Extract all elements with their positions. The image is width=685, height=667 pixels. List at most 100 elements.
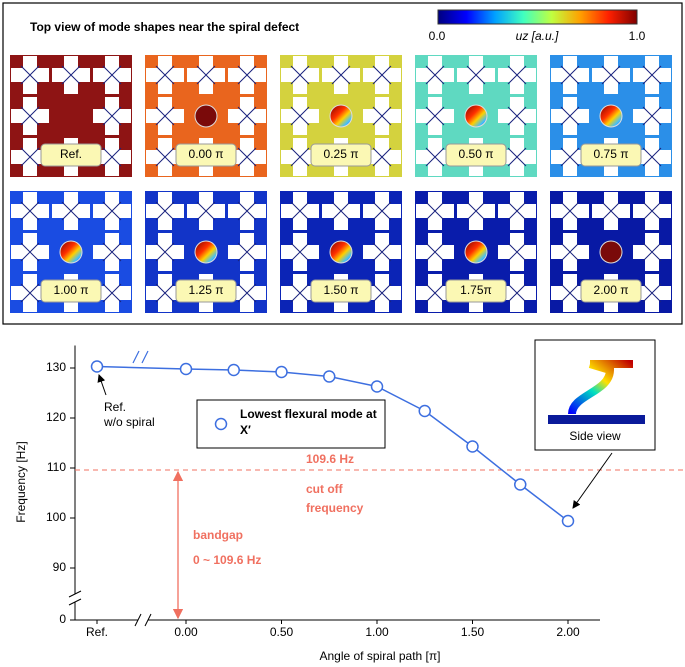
tile-label-box bbox=[40, 143, 102, 167]
panel-title: Top view of mode shapes near the spiral … bbox=[30, 20, 299, 34]
colorbar bbox=[437, 9, 638, 25]
bandgap-note: bandgap bbox=[193, 528, 243, 542]
panel-frame bbox=[2, 2, 683, 325]
tile-label: 0.50 π bbox=[459, 147, 494, 161]
unit-cell-beam bbox=[642, 147, 662, 167]
unit-cell-beam bbox=[372, 242, 392, 262]
unit-cell-beam bbox=[372, 283, 392, 303]
unit-cell-beam bbox=[155, 242, 175, 262]
x-tick-label: 0.50 bbox=[270, 625, 294, 639]
cutoff-note: frequency bbox=[306, 501, 364, 515]
spiral-defect bbox=[194, 240, 218, 264]
tile-label-box bbox=[40, 279, 102, 303]
unit-cell-beam bbox=[290, 201, 310, 221]
cutoff-note: cut off bbox=[306, 482, 344, 496]
legend-label-box: Lowest flexural mode at X′ bbox=[240, 407, 377, 437]
tile-label: 0.75 π bbox=[594, 147, 629, 161]
data-point bbox=[179, 362, 193, 376]
y-tick-label: 100 bbox=[46, 510, 66, 524]
unit-cell-beam bbox=[425, 201, 445, 221]
unit-cell-beam bbox=[560, 283, 580, 303]
y-tick-label: 110 bbox=[47, 460, 66, 474]
unit-cell-beam bbox=[372, 201, 392, 221]
reference-label: 109.6 Hz bbox=[306, 452, 354, 466]
colorbar-min: 0.0 bbox=[429, 29, 446, 43]
unit-cell-beam bbox=[642, 283, 662, 303]
unit-cell-beam bbox=[102, 147, 122, 167]
spiral-defect bbox=[59, 240, 83, 264]
ref-note: Ref. bbox=[104, 400, 126, 414]
series-line bbox=[96, 365, 569, 522]
unit-cell-beam bbox=[237, 147, 257, 167]
spiral-defect bbox=[329, 240, 353, 264]
unit-cell-beam bbox=[155, 283, 175, 303]
unit-cell-beam bbox=[560, 201, 580, 221]
unit-cell-beam bbox=[237, 106, 257, 126]
y-tick-label: 90 bbox=[53, 560, 67, 574]
tile-label: Ref. bbox=[60, 147, 82, 161]
unit-cell-beam bbox=[196, 65, 216, 85]
unit-cell-beam bbox=[425, 242, 445, 262]
unit-cell-beam bbox=[290, 242, 310, 262]
unit-cell-beam bbox=[155, 147, 175, 167]
unit-cell-beam bbox=[290, 147, 310, 167]
unit-cell-beam bbox=[507, 147, 527, 167]
unit-cell-beam bbox=[290, 106, 310, 126]
unit-cell-beam bbox=[372, 147, 392, 167]
data-point bbox=[418, 404, 431, 418]
tile-label: 1.00 π bbox=[54, 283, 89, 297]
spiral-defect bbox=[329, 104, 353, 128]
unit-cell-beam bbox=[196, 201, 216, 221]
x-tick-label: Ref. bbox=[86, 625, 108, 639]
unit-cell-beam bbox=[20, 242, 40, 262]
unit-cell-beam bbox=[507, 201, 527, 221]
unit-cell-beam bbox=[560, 242, 580, 262]
unit-cell-beam bbox=[155, 106, 175, 126]
y-tick-label: 130 bbox=[46, 360, 66, 374]
unit-cell-beam bbox=[331, 201, 351, 221]
tile-label: 1.75π bbox=[460, 283, 492, 297]
spiral-defect bbox=[599, 104, 623, 128]
spiral-defect bbox=[599, 240, 623, 264]
spiral-defect bbox=[464, 104, 488, 128]
unit-cell-beam bbox=[466, 65, 486, 85]
ref-note: w/o spiral bbox=[103, 415, 155, 429]
x-tick-label: 1.50 bbox=[461, 625, 485, 639]
spiral-defect bbox=[464, 240, 488, 264]
unit-cell-beam bbox=[372, 65, 392, 85]
unit-cell-beam bbox=[507, 65, 527, 85]
unit-cell-beam bbox=[560, 147, 580, 167]
unit-cell-beam bbox=[102, 106, 122, 126]
unit-cell-beam bbox=[507, 242, 527, 262]
data-point bbox=[370, 380, 384, 393]
tile-label-box bbox=[580, 143, 642, 167]
unit-cell-beam bbox=[290, 283, 310, 303]
data-point bbox=[275, 365, 288, 379]
legend-box bbox=[196, 399, 386, 449]
unit-cell-beam bbox=[560, 65, 580, 85]
tile-label: 1.25 π bbox=[189, 283, 224, 297]
data-point bbox=[227, 363, 240, 377]
tile-label-box bbox=[310, 279, 372, 303]
unit-cell-beam bbox=[20, 65, 40, 85]
unit-cell-beam bbox=[331, 65, 351, 85]
unit-cell-beam bbox=[20, 201, 40, 221]
tile-label-box bbox=[580, 279, 642, 303]
tile-label-box bbox=[445, 143, 507, 167]
x-axis-break bbox=[134, 613, 152, 627]
unit-cell-beam bbox=[102, 283, 122, 303]
unit-cell-beam bbox=[61, 201, 81, 221]
bandgap-note: 0 ~ 109.6 Hz bbox=[193, 553, 261, 567]
unit-cell-beam bbox=[20, 147, 40, 167]
legend-marker bbox=[214, 417, 228, 431]
tile-label-box bbox=[310, 143, 372, 167]
data-point bbox=[90, 360, 104, 373]
unit-cell-beam bbox=[102, 242, 122, 262]
tile-label: 0.25 π bbox=[324, 147, 359, 161]
plot-break bbox=[132, 350, 149, 364]
unit-cell-beam bbox=[425, 65, 445, 85]
inset-arrow bbox=[572, 452, 613, 509]
unit-cell-beam bbox=[642, 65, 662, 85]
unit-cell-beam bbox=[237, 242, 257, 262]
